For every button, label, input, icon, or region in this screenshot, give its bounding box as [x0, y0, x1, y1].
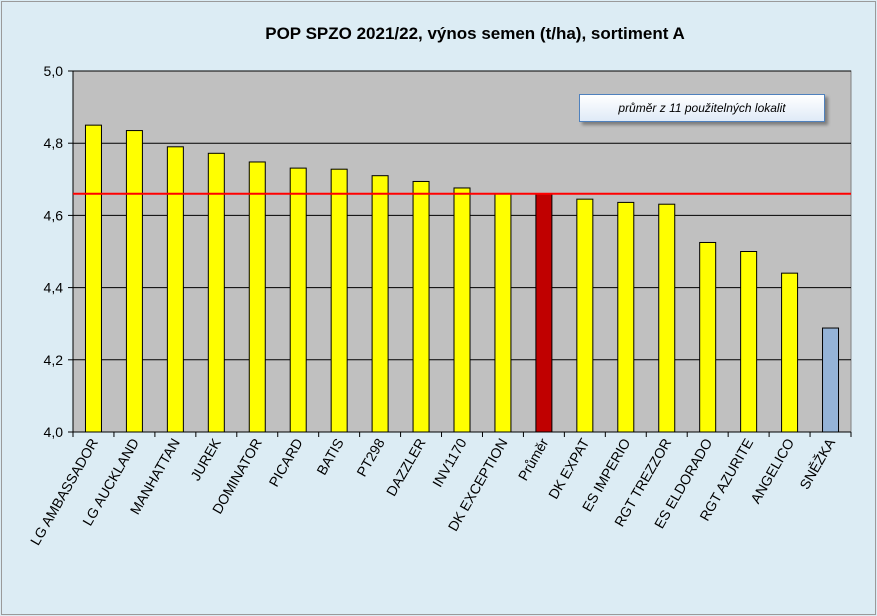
y-tick-label: 4,0	[44, 424, 64, 440]
y-tick-label: 4,2	[44, 352, 64, 368]
bar-inv1170	[453, 187, 471, 433]
x-category-label: BATIS	[313, 436, 347, 478]
bar-rgt-trezzor	[658, 203, 676, 433]
bar-dk-exception	[494, 193, 512, 433]
bar-dominator	[248, 161, 266, 433]
bar-es-imperio	[617, 201, 635, 433]
bar-picard	[289, 167, 307, 433]
x-category-label: PICARD	[265, 436, 305, 490]
y-tick-label: 4,4	[44, 280, 64, 296]
x-category-label: LG AMBASSADOR	[27, 436, 101, 548]
bar-manhattan	[166, 146, 184, 433]
bar-sn-ka	[822, 327, 840, 433]
bar-angelico	[781, 272, 799, 433]
bar-rgt-azurite	[740, 251, 758, 433]
bar-pt298	[371, 175, 389, 433]
bar-dazzler	[412, 180, 430, 433]
bar-batis	[330, 168, 348, 433]
y-tick-label: 4,8	[44, 135, 64, 151]
x-category-label: JUREK	[187, 435, 224, 483]
x-category-label: Průměr	[515, 435, 552, 483]
average-annotation: průměr z 11 použitelných lokalit	[579, 94, 825, 122]
x-category-label: PT298	[353, 435, 388, 479]
x-category-label: INV1170	[429, 435, 470, 489]
y-tick-label: 5,0	[44, 63, 64, 79]
x-category-label: SNĚŽKA	[796, 435, 838, 492]
bar-jurek	[207, 152, 225, 433]
bar-dk-expat	[576, 198, 594, 433]
bar-lg-ambassador	[84, 124, 102, 433]
bar-lg-auckland	[125, 130, 143, 433]
bar-pr-m-r	[535, 193, 553, 433]
bar-es-eldorado	[699, 241, 717, 433]
chart-title: POP SPZO 2021/22, výnos semen (t/ha), so…	[265, 24, 684, 43]
x-category-label: DAZZLER	[383, 436, 429, 499]
y-tick-label: 4,6	[44, 207, 64, 223]
x-category-label: DK EXPAT	[545, 435, 593, 502]
